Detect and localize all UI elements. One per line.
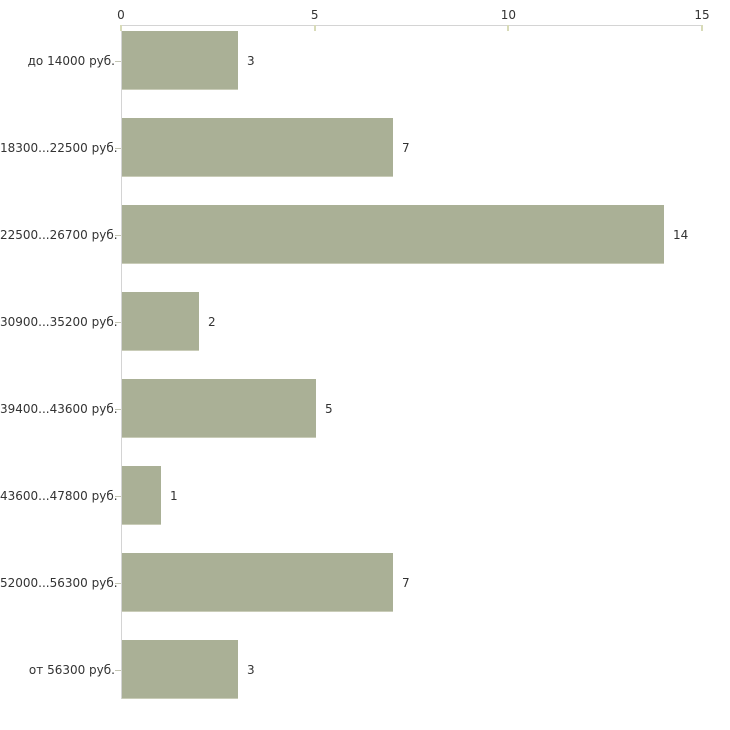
x-axis-line — [121, 25, 702, 26]
x-tick-mark — [120, 25, 122, 31]
category-label: до 14000 руб. — [27, 53, 115, 68]
category-label: 39400...43600 руб. — [0, 401, 118, 416]
bar — [122, 205, 664, 264]
y-axis-line — [121, 25, 122, 699]
bar — [122, 292, 199, 351]
bar — [122, 466, 161, 525]
value-label: 7 — [402, 575, 410, 590]
bar — [122, 553, 393, 612]
category-label: 18300...22500 руб. — [0, 140, 118, 155]
category-label: 52000...56300 руб. — [0, 575, 118, 590]
value-label: 3 — [247, 53, 255, 68]
x-tick-label: 5 — [310, 8, 319, 22]
bar — [122, 118, 393, 177]
x-tick-label: 0 — [117, 8, 125, 22]
x-tick-label: 10 — [500, 8, 516, 22]
x-tick-label: 15 — [694, 8, 710, 22]
value-label: 14 — [673, 227, 689, 242]
category-tick-mark — [115, 583, 121, 584]
x-tick-mark — [313, 25, 316, 31]
bar — [122, 31, 238, 90]
category-label: 30900...35200 руб. — [0, 314, 118, 329]
category-tick-mark — [115, 409, 121, 410]
x-tick-mark — [701, 25, 703, 31]
category-tick-mark — [115, 235, 121, 236]
category-tick-mark — [115, 148, 121, 149]
x-tick-mark — [507, 25, 510, 31]
category-tick-mark — [115, 61, 121, 62]
category-tick-mark — [115, 322, 121, 323]
value-label: 1 — [170, 488, 178, 503]
category-label: 22500...26700 руб. — [0, 227, 118, 242]
value-label: 7 — [402, 140, 410, 155]
bar — [122, 379, 316, 438]
category-label: от 56300 руб. — [28, 662, 115, 677]
value-label: 2 — [208, 314, 216, 329]
category-label: 43600...47800 руб. — [0, 488, 118, 503]
value-label: 3 — [247, 662, 255, 677]
category-tick-mark — [115, 670, 121, 671]
category-tick-mark — [115, 496, 121, 497]
value-label: 5 — [325, 401, 333, 416]
bar — [122, 640, 238, 699]
